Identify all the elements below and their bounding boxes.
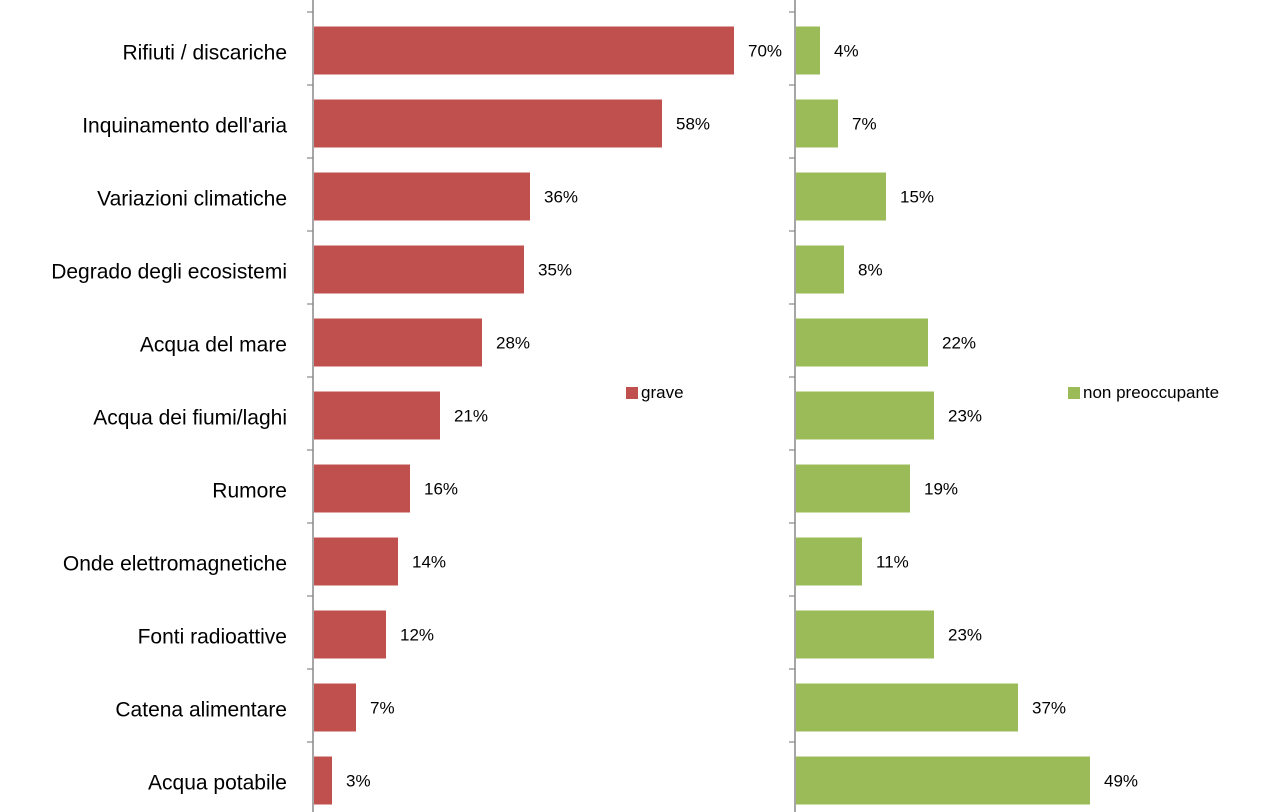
value-label-grave-acqua-potabile: 3% [346,772,371,791]
bar-grave-fonti-radioattive [314,610,386,659]
value-label-non-preoccupante-acqua-potabile: 49% [1104,772,1138,791]
category-label-acqua-del-mare: Acqua del mare [140,334,287,357]
bar-grave-inquinamento-dell-aria [314,99,662,148]
legends: grave non preoccupante [626,383,1219,402]
value-label-non-preoccupante-onde-elettromagnetiche: 11% [876,553,909,572]
bar-non-preoccupante-fonti-radioattive [796,610,934,659]
value-label-non-preoccupante-acqua-dei-fiumi-laghi: 23% [948,407,982,426]
value-label-non-preoccupante-degrado-degli-ecosistemi: 8% [858,261,883,280]
bar-non-preoccupante-variazioni-climatiche [796,172,886,221]
bar-grave-acqua-potabile [314,756,332,805]
bar-grave-acqua-dei-fiumi-laghi [314,391,440,440]
bar-non-preoccupante-acqua-potabile [796,756,1090,805]
bar-non-preoccupante-inquinamento-dell-aria [796,99,838,148]
bar-non-preoccupante-catena-alimentare [796,683,1018,732]
value-label-grave-inquinamento-dell-aria: 58% [676,115,710,134]
value-label-grave-acqua-del-mare: 28% [496,334,530,353]
value-label-non-preoccupante-catena-alimentare: 37% [1032,699,1066,718]
value-label-non-preoccupante-fonti-radioattive: 23% [948,626,982,645]
value-label-grave-acqua-dei-fiumi-laghi: 21% [454,407,488,426]
category-label-inquinamento-dell-aria: Inquinamento dell'aria [82,115,287,138]
bar-non-preoccupante-rifiuti-discariche [796,26,820,75]
value-label-grave-variazioni-climatiche: 36% [544,188,578,207]
legend-swatch-grave [626,387,638,399]
bar-grave-degrado-degli-ecosistemi [314,245,524,294]
bar-grave-rifiuti-discariche [314,26,734,75]
category-labels: Rifiuti / discariche Inquinamento dell'ar… [51,42,287,795]
value-label-non-preoccupante-rumore: 19% [924,480,958,499]
value-label-non-preoccupante-variazioni-climatiche: 15% [900,188,934,207]
grave-panel: 70% 58% 36% 35% 28% 21% 16% 14% 12% 7% 3% [307,0,782,812]
bar-grave-rumore [314,464,410,513]
legend-label-grave: grave [641,383,684,402]
value-label-grave-onde-elettromagnetiche: 14% [412,553,446,572]
category-label-degrado-degli-ecosistemi: Degrado degli ecosistemi [51,261,287,284]
bar-grave-variazioni-climatiche [314,172,530,221]
value-label-grave-rifiuti-discariche: 70% [748,42,782,61]
non-preoccupante-panel: 4% 7% 15% 8% 22% 23% 19% 11% 23% 37% 49% [789,0,1138,812]
category-label-catena-alimentare: Catena alimentare [115,699,287,722]
value-label-non-preoccupante-inquinamento-dell-aria: 7% [852,115,877,134]
category-label-rifiuti-discariche: Rifiuti / discariche [122,42,287,65]
category-label-variazioni-climatiche: Variazioni climatiche [97,188,287,211]
value-label-grave-rumore: 16% [424,480,458,499]
category-label-acqua-potabile: Acqua potabile [148,772,287,795]
value-label-non-preoccupante-rifiuti-discariche: 4% [834,42,859,61]
bar-non-preoccupante-degrado-degli-ecosistemi [796,245,844,294]
value-label-grave-catena-alimentare: 7% [370,699,395,718]
legend-label-non-preoccupante: non preoccupante [1083,383,1219,402]
bar-grave-onde-elettromagnetiche [314,537,398,586]
bar-non-preoccupante-rumore [796,464,910,513]
category-label-onde-elettromagnetiche: Onde elettromagnetiche [63,553,287,576]
bar-non-preoccupante-acqua-del-mare [796,318,928,367]
category-label-acqua-dei-fiumi-laghi: Acqua dei fiumi/laghi [93,407,287,430]
category-label-fonti-radioattive: Fonti radioattive [138,626,287,649]
value-label-non-preoccupante-acqua-del-mare: 22% [942,334,976,353]
value-label-grave-fonti-radioattive: 12% [400,626,434,645]
legend-swatch-non-preoccupante [1068,387,1080,399]
bar-grave-catena-alimentare [314,683,356,732]
bar-non-preoccupante-acqua-dei-fiumi-laghi [796,391,934,440]
bar-grave-acqua-del-mare [314,318,482,367]
value-label-grave-degrado-degli-ecosistemi: 35% [538,261,572,280]
bar-non-preoccupante-onde-elettromagnetiche [796,537,862,586]
category-label-rumore: Rumore [212,480,287,503]
